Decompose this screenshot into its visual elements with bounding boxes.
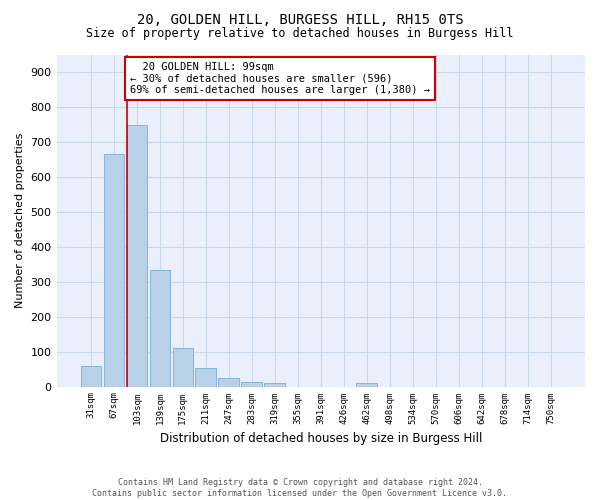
Bar: [241, 382, 262, 386]
Text: 20 GOLDEN HILL: 99sqm
← 30% of detached houses are smaller (596)
69% of semi-det: 20 GOLDEN HILL: 99sqm ← 30% of detached …: [130, 62, 430, 95]
Bar: [173, 348, 193, 387]
Bar: [218, 378, 239, 386]
Text: 20, GOLDEN HILL, BURGESS HILL, RH15 0TS: 20, GOLDEN HILL, BURGESS HILL, RH15 0TS: [137, 12, 463, 26]
Bar: [356, 383, 377, 386]
X-axis label: Distribution of detached houses by size in Burgess Hill: Distribution of detached houses by size …: [160, 432, 482, 445]
Bar: [149, 270, 170, 386]
Text: Contains HM Land Registry data © Crown copyright and database right 2024.
Contai: Contains HM Land Registry data © Crown c…: [92, 478, 508, 498]
Bar: [265, 384, 285, 386]
Y-axis label: Number of detached properties: Number of detached properties: [15, 133, 25, 308]
Text: Size of property relative to detached houses in Burgess Hill: Size of property relative to detached ho…: [86, 28, 514, 40]
Bar: [127, 125, 147, 386]
Bar: [104, 154, 124, 386]
Bar: [196, 368, 216, 386]
Bar: [80, 366, 101, 386]
